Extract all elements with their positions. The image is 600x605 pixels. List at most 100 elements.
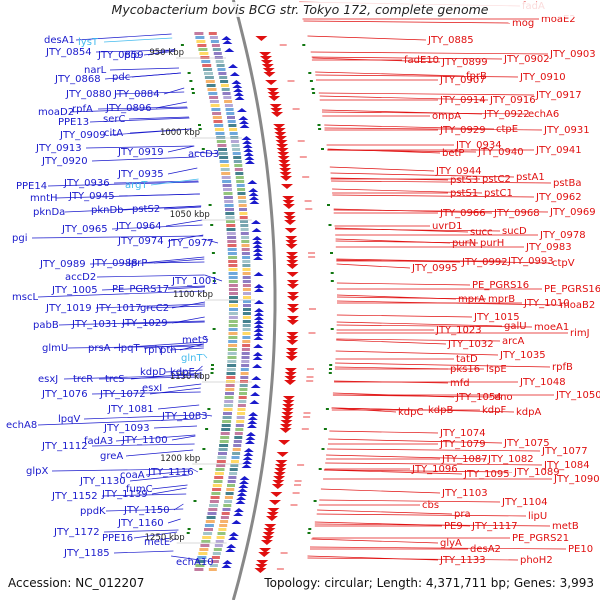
- feature-block: [219, 444, 229, 447]
- feature-block: [228, 344, 238, 347]
- left-gene-label: JTY_0909: [59, 130, 106, 141]
- feature-block: [297, 464, 305, 466]
- feature-dash: [328, 224, 332, 226]
- left-connector: [143, 50, 176, 56]
- reverse-gene-arrow: [285, 352, 298, 357]
- feature-block: [231, 144, 240, 147]
- left-connector: [37, 290, 206, 298]
- right-connector: [332, 194, 535, 198]
- right-gene-label: JTY_1015: [473, 312, 520, 323]
- feature-block: [236, 184, 245, 187]
- right-gene-label: JTY_1023: [435, 325, 482, 336]
- right-gene-label: mprB: [488, 294, 515, 305]
- right-gene-labels: fadAmogmoaE2JTY_0885JTY_0903fadE10JTY_08…: [398, 1, 600, 566]
- backbone-line: [231, 0, 277, 601]
- feature-dash: [193, 500, 197, 502]
- feature-block: [238, 200, 247, 203]
- reverse-gene-arrow: [260, 540, 273, 545]
- feature-block: [213, 480, 223, 483]
- feature-block: [240, 232, 249, 235]
- left-gene-label: JTY_1093: [103, 423, 150, 434]
- reverse-gene-arrow: [282, 400, 295, 405]
- feature-block: [237, 412, 246, 415]
- feature-dash: [191, 88, 195, 90]
- right-gene-label: eno: [494, 392, 513, 403]
- feature-block: [240, 368, 249, 371]
- left-connector: [203, 353, 208, 359]
- right-gene-label: galU: [504, 321, 527, 332]
- feature-block: [212, 552, 221, 555]
- forward-gene-arrow: [243, 452, 254, 456]
- left-connector: [203, 335, 209, 341]
- feature-block: [242, 256, 251, 259]
- feature-block: [221, 172, 231, 175]
- left-gene-label: echA8: [6, 420, 37, 431]
- left-gene-label: JTY_1072: [99, 389, 146, 400]
- reverse-gene-arrow: [268, 96, 281, 101]
- forward-gene-arrow: [253, 324, 264, 328]
- forward-gene-arrow: [253, 312, 264, 316]
- forward-gene-arrow: [239, 124, 250, 128]
- right-connector: [336, 300, 559, 306]
- feature-block: [241, 360, 250, 363]
- feature-dash: [317, 124, 321, 126]
- feature-block: [221, 176, 231, 179]
- feature-block: [227, 120, 236, 123]
- right-gene-label: JTY_1074: [439, 428, 486, 439]
- feature-dash: [212, 280, 216, 282]
- feature-block: [292, 108, 300, 110]
- reverse-gene-arrow: [274, 468, 287, 473]
- forward-gene-arrow: [252, 252, 263, 256]
- reverse-gene-arrow: [275, 460, 288, 465]
- feature-block: [211, 492, 221, 495]
- forward-gene-arrow: [252, 352, 263, 356]
- right-gene-label: PE9: [444, 521, 463, 532]
- right-gene-label: JTY_0931: [543, 125, 590, 136]
- feature-block: [222, 184, 232, 187]
- left-connector: [131, 72, 181, 78]
- forward-gene-arrow: [247, 416, 258, 420]
- right-connector: [336, 263, 411, 269]
- reverse-gene-arrow: [284, 220, 297, 225]
- feature-block: [198, 552, 208, 555]
- right-gene-label: echA6: [528, 109, 559, 120]
- right-gene-label: moaE2: [541, 14, 576, 25]
- left-connector: [171, 316, 205, 324]
- feature-block: [238, 400, 247, 403]
- left-connector: [31, 235, 204, 239]
- feature-block: [239, 208, 247, 211]
- feature-dash: [330, 272, 334, 274]
- feature-block: [243, 300, 251, 303]
- left-gene-label: PPE14: [16, 181, 47, 192]
- left-connector: [145, 305, 206, 309]
- left-gene-label: JTY_1081: [107, 404, 154, 415]
- feature-block: [242, 276, 251, 279]
- right-gene-label: glyA: [440, 538, 462, 549]
- feature-block: [241, 348, 250, 351]
- right-gene-label: kdpB: [428, 405, 453, 416]
- left-gene-label: JTY_1160: [117, 518, 164, 529]
- feature-block: [204, 72, 213, 75]
- right-gene-label: kdpF: [482, 405, 506, 416]
- forward-gene-arrow: [245, 432, 256, 436]
- left-connector: [203, 238, 219, 244]
- left-gene-label: mscL: [12, 292, 38, 303]
- feature-block: [202, 536, 212, 539]
- right-gene-label: kdpC: [398, 407, 423, 418]
- feature-block: [216, 460, 226, 463]
- feature-block: [228, 124, 237, 127]
- right-connector: [324, 469, 513, 473]
- right-connector: [332, 188, 483, 194]
- right-gene-label: JTY_0968: [493, 208, 540, 219]
- feature-block: [210, 560, 219, 563]
- right-gene-label: moeA1: [534, 322, 569, 333]
- feature-block: [228, 476, 237, 479]
- left-gene-label: desA1: [44, 35, 75, 46]
- reverse-gene-arrow: [274, 132, 287, 137]
- left-connector: [118, 193, 200, 197]
- right-gene-label: JTY_1103: [441, 488, 488, 499]
- reverse-gene-arrow: [278, 440, 291, 445]
- reverse-gene-arrow: [286, 272, 299, 277]
- feature-block: [214, 124, 224, 127]
- feature-block: [240, 220, 248, 223]
